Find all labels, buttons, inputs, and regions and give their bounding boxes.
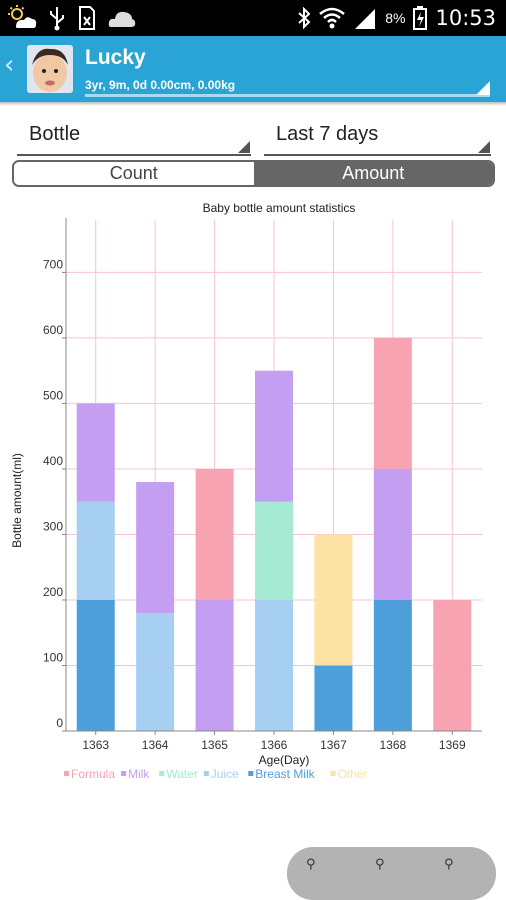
record-type-value: Bottle xyxy=(29,123,81,145)
cloud-icon xyxy=(108,11,136,27)
dropdown-triangle-icon xyxy=(238,141,250,153)
legend-swatch xyxy=(121,771,127,776)
avatar[interactable] xyxy=(27,45,73,93)
legend-swatch xyxy=(203,771,209,776)
legend-swatch xyxy=(64,771,69,776)
x-tick-label: 1365 xyxy=(201,738,228,752)
bar-milk xyxy=(76,403,115,502)
zoom-controls: ⚲ ⚲ ⚲ xyxy=(287,847,496,900)
bar-juice xyxy=(136,613,175,731)
count-tab[interactable]: Count xyxy=(14,162,254,185)
child-selector-dropdown[interactable] xyxy=(476,81,490,95)
wifi-icon xyxy=(319,7,346,29)
clock: 10:53 xyxy=(435,6,496,30)
chevron-left-icon[interactable]: ‹ xyxy=(4,50,15,80)
zoom-reset-icon[interactable]: ⚲ xyxy=(444,857,454,872)
bar-milk xyxy=(373,468,412,600)
bar-milk xyxy=(195,599,234,731)
x-tick-label: 1363 xyxy=(82,738,109,752)
bar-other xyxy=(314,534,353,666)
y-tick-label: 0 xyxy=(56,716,63,730)
legend-swatch xyxy=(248,771,254,776)
child-name: Lucky xyxy=(85,46,146,69)
x-axis-label: Age(Day) xyxy=(259,753,310,767)
bar-breast-milk xyxy=(373,599,412,731)
y-tick-label: 200 xyxy=(43,585,63,599)
y-tick-label: 500 xyxy=(43,388,63,402)
bar-formula xyxy=(433,599,472,731)
child-stats: 3yr, 9m, 0d 0.00cm, 0.00kg xyxy=(85,78,236,92)
app-header: ‹ Lucky 3yr, 9m, 0d 0.00cm, 0.00kg xyxy=(0,36,506,102)
bottle-amount-chart: Baby bottle amount statistics 0 100 200 300 4… xyxy=(10,201,482,781)
legend-item: Other xyxy=(338,767,368,781)
legend-item: Water xyxy=(166,767,198,781)
period-select[interactable]: Last 7 days xyxy=(264,120,491,156)
bar-milk xyxy=(255,370,293,502)
bar-juice xyxy=(76,501,115,600)
bar-milk xyxy=(136,482,175,614)
battery-percent: 8% xyxy=(385,10,406,26)
legend-swatch xyxy=(159,771,165,776)
x-tick-label: 1368 xyxy=(380,738,407,752)
bar-water xyxy=(255,501,293,600)
zoom-in-icon[interactable]: ⚲ xyxy=(306,857,316,872)
y-tick-label: 300 xyxy=(43,519,63,533)
battery-icon xyxy=(413,6,428,30)
y-tick-label: 700 xyxy=(43,257,63,271)
x-tick-label: 1369 xyxy=(439,738,466,752)
signal-icon xyxy=(355,9,376,29)
header-shadow xyxy=(0,102,506,106)
y-tick-label: 600 xyxy=(43,323,63,337)
header-divider xyxy=(85,94,490,97)
status-bar: 8% 10:53 xyxy=(0,0,506,36)
bar-breast-milk xyxy=(76,599,115,731)
amount-tab[interactable]: Amount xyxy=(253,162,493,185)
legend-item: Formula xyxy=(71,767,115,781)
bar-breast-milk xyxy=(314,665,353,731)
period-value: Last 7 days xyxy=(276,123,379,145)
weather-icon xyxy=(8,5,37,28)
bar-juice xyxy=(255,599,293,731)
y-axis-label: Bottle amount(ml) xyxy=(10,453,24,548)
chart-title: Baby bottle amount statistics xyxy=(203,201,356,215)
record-type-select[interactable]: Bottle xyxy=(17,120,251,156)
x-tick-label: 1364 xyxy=(142,738,169,752)
y-tick-label: 400 xyxy=(43,454,63,468)
legend-item: Breast Milk xyxy=(255,767,315,781)
x-tick-label: 1367 xyxy=(320,738,347,752)
bar-formula xyxy=(195,468,234,600)
sd-card-icon xyxy=(79,6,95,30)
usb-icon xyxy=(50,7,64,31)
legend-item: Juice xyxy=(211,767,239,781)
legend-swatch xyxy=(330,771,336,776)
y-tick-label: 100 xyxy=(43,650,63,664)
bluetooth-icon xyxy=(298,7,311,29)
dropdown-triangle-icon xyxy=(478,141,490,153)
count-amount-toggle: Count Amount xyxy=(12,160,495,187)
zoom-out-icon[interactable]: ⚲ xyxy=(375,857,385,872)
legend-item: Milk xyxy=(128,767,150,781)
bar-formula xyxy=(373,337,412,469)
x-tick-label: 1366 xyxy=(261,738,288,752)
